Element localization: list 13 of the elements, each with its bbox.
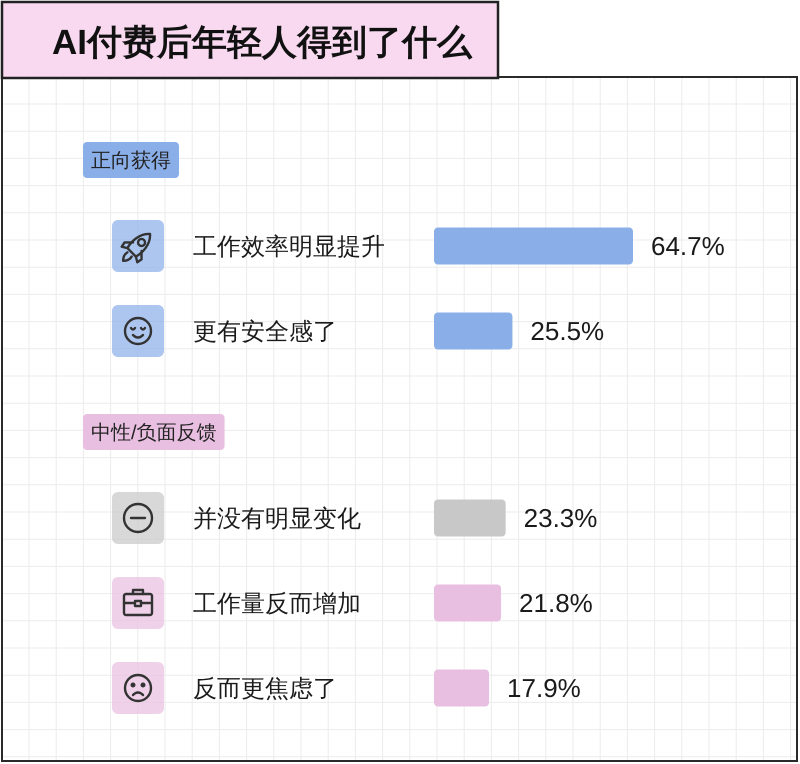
y-tick-label: 并没有明显变化 (193, 506, 361, 532)
text: 正向获得 (91, 150, 171, 172)
data-label: 64.7% (651, 231, 725, 261)
data-label: 25.5% (530, 316, 604, 346)
data-label: 21.8% (519, 588, 593, 618)
chart-title: AI付费后年轻人得到了什么 (52, 23, 473, 62)
y-tick-label: 反而更焦虑了 (193, 676, 337, 702)
text: 中性/负面反馈 (91, 422, 217, 444)
data-label: 17.9% (507, 673, 581, 703)
y-tick-label: 工作效率明显提升 (193, 234, 385, 260)
y-tick-label: 更有安全感了 (193, 318, 337, 346)
y-tick-label: 工作量反而增加 (193, 590, 361, 618)
data-label: 23.3% (524, 503, 598, 533)
